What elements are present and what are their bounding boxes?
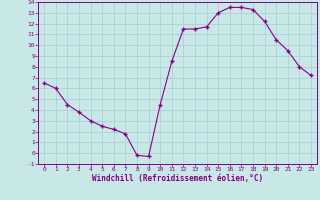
X-axis label: Windchill (Refroidissement éolien,°C): Windchill (Refroidissement éolien,°C) <box>92 174 263 183</box>
